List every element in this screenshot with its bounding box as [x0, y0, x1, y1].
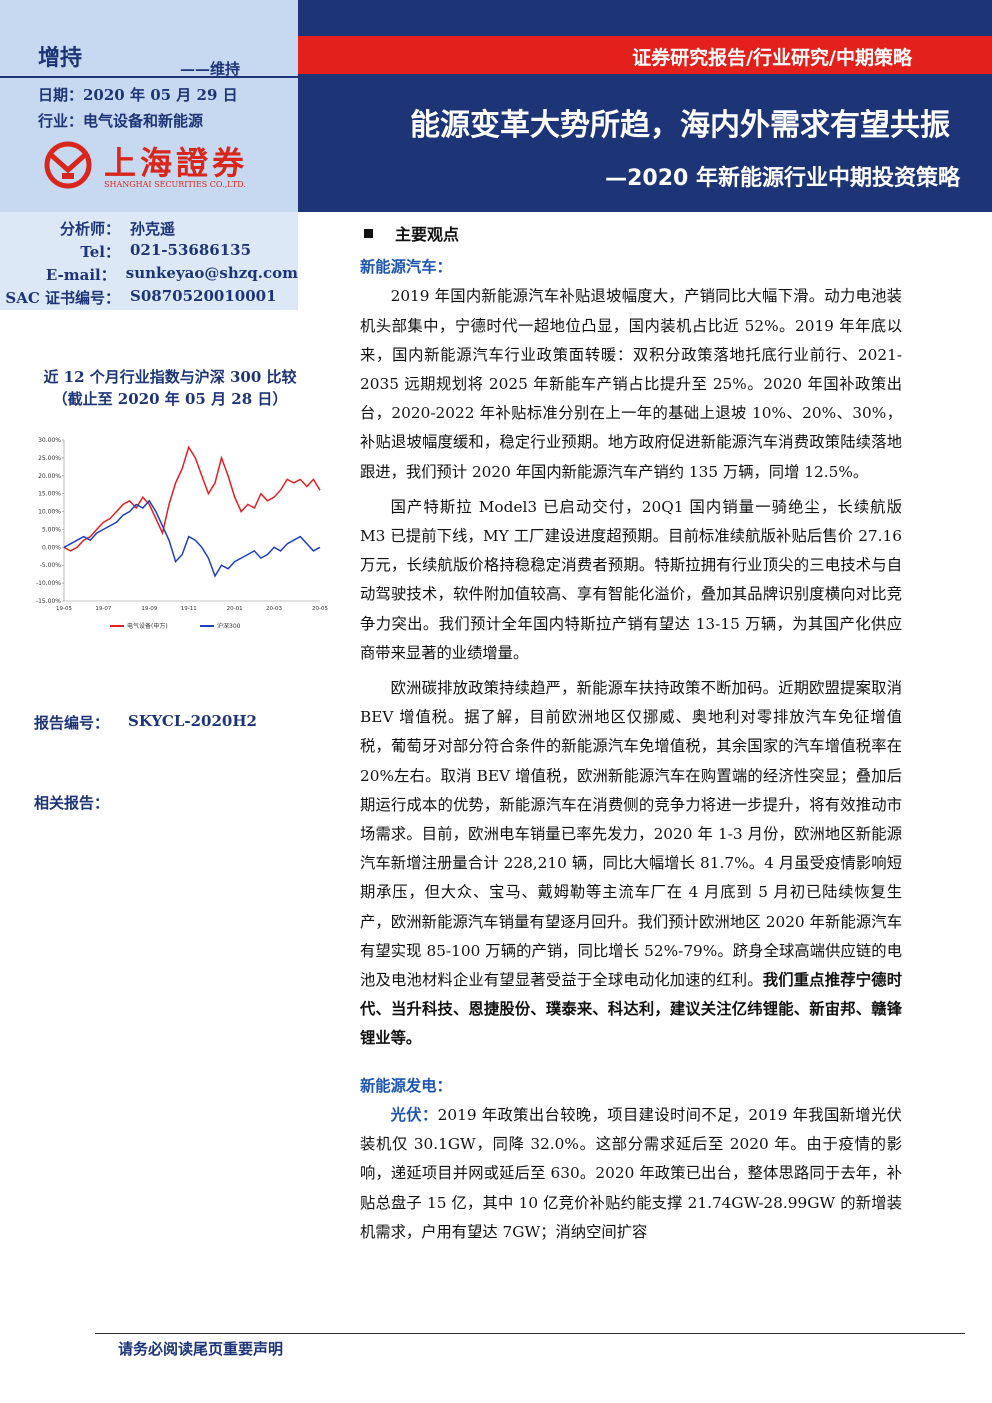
analyst-value: sunkeyao@shzq.com: [125, 264, 298, 282]
paragraph-bold: 我们重点推荐宁德时代、当升科技、恩捷股份、璞泰来、科达利，建议关注亿纬锂能、新宙…: [360, 971, 902, 1048]
section-heading: 新能源发电：: [360, 1076, 452, 1095]
section-heading: 新能源汽车：: [360, 258, 452, 277]
logo-en: SHANGHAI SECURITIES CO.,LTD.: [104, 180, 246, 189]
y-tick-label: -15.00%: [36, 598, 61, 605]
series-line: [63, 499, 321, 578]
y-tick-label: 15.00%: [38, 491, 61, 498]
paragraph: 国产特斯拉 Model3 已启动交付，20Q1 国内销量一骑绝尘，长续航版 M3…: [360, 493, 902, 668]
analyst-list: 分析师： 孙克遥 Tel： 021-53686135 E-mail： sunkeyao@s…: [0, 212, 298, 310]
analyst-label: 分析师：: [59, 220, 120, 238]
x-tick-label: 20-05: [312, 606, 328, 612]
legend-label: 沪深300: [217, 622, 241, 630]
y-tick-label: 30.00%: [38, 437, 61, 444]
report-subtitle: —2020 年新能源行业中期投资策略: [605, 166, 960, 191]
analyst-row: SAC 证书编号： S0870520010001: [0, 287, 298, 310]
chart-title: 近 12 个月行业指数与沪深 300 比较: [43, 368, 297, 386]
analyst-box: 分析师： 孙克遥 Tel： 021-53686135 E-mail： sunkeyao@s…: [0, 212, 298, 310]
chart: 30.00% 25.00% 20.00% 15.00% 10.00% 5.00% 0.00%…: [36, 437, 329, 630]
report-title: 能源变革大势所趋，海内外需求有望共振: [410, 108, 950, 143]
paragraph-text: 国产特斯拉 Model3 已启动交付，20Q1 国内销量一骑绝尘，长续航版 M3…: [360, 497, 902, 662]
report-no-label: 报告编号：: [34, 714, 110, 732]
series-line: [63, 445, 321, 552]
footer-rule: [95, 1333, 965, 1334]
header-band: [298, 0, 992, 212]
analyst-value: 孙克遥: [130, 220, 176, 238]
x-tick-label: 19-05: [56, 606, 72, 612]
y-tick-label: 20.00%: [38, 473, 61, 480]
analyst-label: Tel：: [80, 243, 120, 261]
paragraph: 欧洲碳排放政策持续趋严，新能源车扶持政策不断加码。近期欧盟提案取消 BEV 增值…: [360, 674, 902, 1054]
y-tick-label: 0.00%: [42, 544, 61, 551]
footer-notice: 请务必阅读尾页重要声明: [118, 1340, 284, 1358]
paragraph: 光伏：2019 年政策出台较晚，项目建设时间不足，2019 年我国新增光伏装机仅…: [360, 1101, 902, 1247]
paragraph-text: 欧洲碳排放政策持续趋严，新能源车扶持政策不断加码。近期欧盟提案取消 BEV 增值…: [360, 679, 902, 990]
analyst-row: E-mail： sunkeyao@shzq.com: [0, 264, 298, 287]
y-tick-label: -5.00%: [40, 562, 62, 569]
main-heading-text: 主要观点: [395, 225, 460, 244]
rating-change: ——维持: [180, 60, 241, 78]
date: 日期：2020 年 05 月 29 日: [38, 86, 238, 104]
logo-text: 上海證券: [104, 144, 249, 182]
y-tick-label: 5.00%: [42, 526, 61, 533]
logo-icon: [44, 141, 92, 189]
paragraph-lead: 光伏：: [390, 1105, 438, 1124]
y-tick-label: 25.00%: [38, 455, 61, 462]
x-tick-label: 20-01: [227, 606, 243, 612]
paragraph: 2019 年国内新能源汽车补贴退坡幅度大，产销同比大幅下滑。动力电池装机头部集中…: [360, 282, 902, 486]
analyst-value: 021-53686135: [130, 241, 252, 259]
y-tick-label: 10.00%: [38, 509, 61, 516]
industry: 行业：电气设备和新能源: [38, 112, 204, 130]
content: 主要观点 新能源汽车： 2019 年国内新能源汽车补贴退坡幅度大，产销同比大幅下滑…: [360, 220, 902, 1324]
header-left: 增持 ——维持 日期：2020 年 05 月 29 日 行业：电气设备和新能源 …: [0, 0, 298, 212]
related-label: 相关报告：: [34, 794, 110, 812]
main-heading: 主要观点: [360, 220, 902, 249]
report-type: 证券研究报告/行业研究/中期策略: [298, 36, 992, 74]
x-tick-label: 19-07: [95, 606, 111, 612]
analyst-row: Tel： 021-53686135: [0, 241, 298, 264]
x-tick-label: 20-03: [266, 606, 282, 612]
y-tick-label: -10.00%: [36, 580, 61, 587]
x-tick-label: 19-09: [141, 606, 157, 612]
analyst-row: 分析师： 孙克遥: [0, 218, 298, 241]
legend-label: 电气设备(申万): [127, 622, 168, 630]
paragraph-text: 2019 年政策出台较晚，项目建设时间不足，2019 年我国新增光伏装机仅 30…: [360, 1105, 902, 1241]
analyst-label: SAC 证书编号：: [5, 289, 120, 307]
analyst-label: E-mail：: [45, 266, 116, 284]
paragraph-text: 2019 年国内新能源汽车补贴退坡幅度大，产销同比大幅下滑。动力电池装机头部集中…: [360, 287, 902, 481]
rating: 增持: [38, 45, 83, 71]
chart-subtitle: （截止至 2020 年 05 月 28 日）: [52, 390, 288, 408]
analyst-value: S0870520010001: [130, 287, 277, 305]
x-tick-label: 19-11: [181, 606, 197, 612]
report-no: SKYCL-2020H2: [128, 712, 257, 730]
